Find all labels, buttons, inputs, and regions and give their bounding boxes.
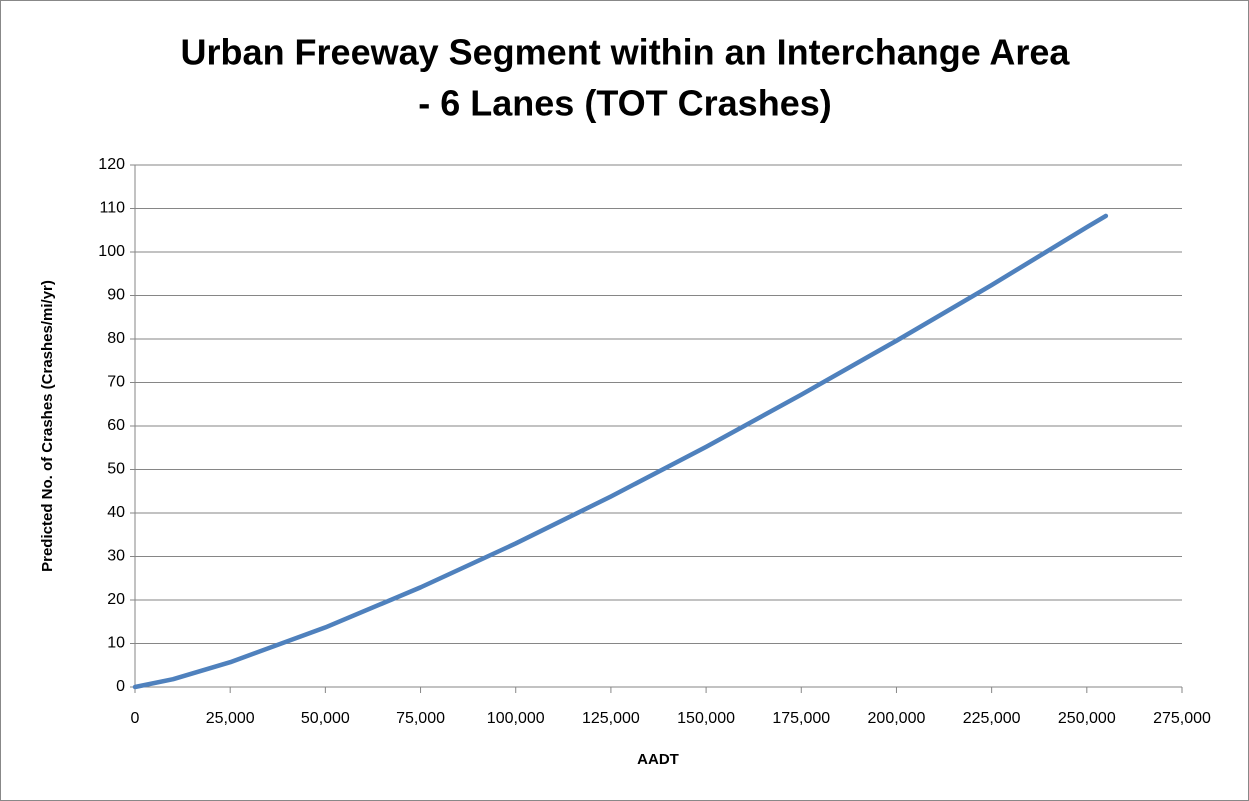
x-tick-label: 275,000 xyxy=(1153,710,1211,727)
chart-title: Urban Freeway Segment within an Intercha… xyxy=(181,32,1071,73)
y-tick-label: 120 xyxy=(98,156,125,173)
y-axis-title: Predicted No. of Crashes (Crashes/mi/yr) xyxy=(39,280,56,572)
x-tick-label: 225,000 xyxy=(963,710,1021,727)
line-series xyxy=(132,213,1109,690)
x-tick-label: 50,000 xyxy=(301,710,350,727)
y-tick-label: 0 xyxy=(116,678,125,695)
x-tick-label: 25,000 xyxy=(206,710,255,727)
y-tick-label: 70 xyxy=(107,374,125,391)
x-tick-label: 150,000 xyxy=(677,710,735,727)
x-tick-label: 0 xyxy=(131,710,140,727)
y-tick-label: 30 xyxy=(107,548,125,565)
chart-title: - 6 Lanes (TOT Crashes) xyxy=(418,83,831,124)
x-tick-label: 75,000 xyxy=(396,710,445,727)
x-tick-label: 125,000 xyxy=(582,710,640,727)
x-axis-title: AADT xyxy=(637,751,679,768)
y-tick-label: 50 xyxy=(107,461,125,478)
y-tick-label: 60 xyxy=(107,417,125,434)
y-tick-label: 10 xyxy=(107,635,125,652)
x-tick-label: 175,000 xyxy=(772,710,830,727)
y-tick-label: 80 xyxy=(107,330,125,347)
y-tick-label: 90 xyxy=(107,287,125,304)
y-tick-label: 40 xyxy=(107,504,125,521)
x-tick-label: 100,000 xyxy=(487,710,545,727)
y-tick-label: 110 xyxy=(99,200,125,217)
x-tick-label: 200,000 xyxy=(868,710,926,727)
x-tick-label: 250,000 xyxy=(1058,710,1116,727)
y-tick-label: 100 xyxy=(98,243,125,260)
y-tick-label: 20 xyxy=(107,591,125,608)
